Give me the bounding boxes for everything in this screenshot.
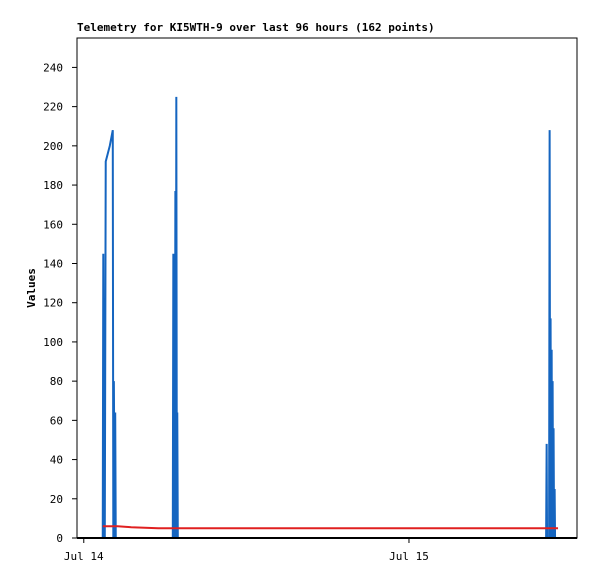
plot-area [76, 37, 578, 539]
x-tick-label: Jul 15 [389, 550, 429, 563]
y-axis-label: Values [25, 268, 38, 308]
y-tick-label: 220 [43, 101, 63, 114]
y-tick-label: 60 [50, 414, 63, 427]
y-tick-label: 180 [43, 179, 63, 192]
y-tick-label: 0 [56, 532, 63, 545]
y-tick-label: 200 [43, 140, 63, 153]
y-tick-label: 80 [50, 375, 63, 388]
y-tick-label: 160 [43, 218, 63, 231]
chart-title: Telemetry for KI5WTH-9 over last 96 hour… [77, 21, 435, 34]
y-tick-label: 240 [43, 61, 63, 74]
series-line [102, 525, 559, 530]
x-tick-label: Jul 14 [64, 550, 104, 563]
y-tick-label: 120 [43, 297, 63, 310]
y-tick-label: 140 [43, 257, 63, 270]
y-tick-label: 20 [50, 493, 63, 506]
y-tick-label: 40 [50, 454, 63, 467]
y-tick-label: 100 [43, 336, 63, 349]
series-line [101, 96, 557, 539]
